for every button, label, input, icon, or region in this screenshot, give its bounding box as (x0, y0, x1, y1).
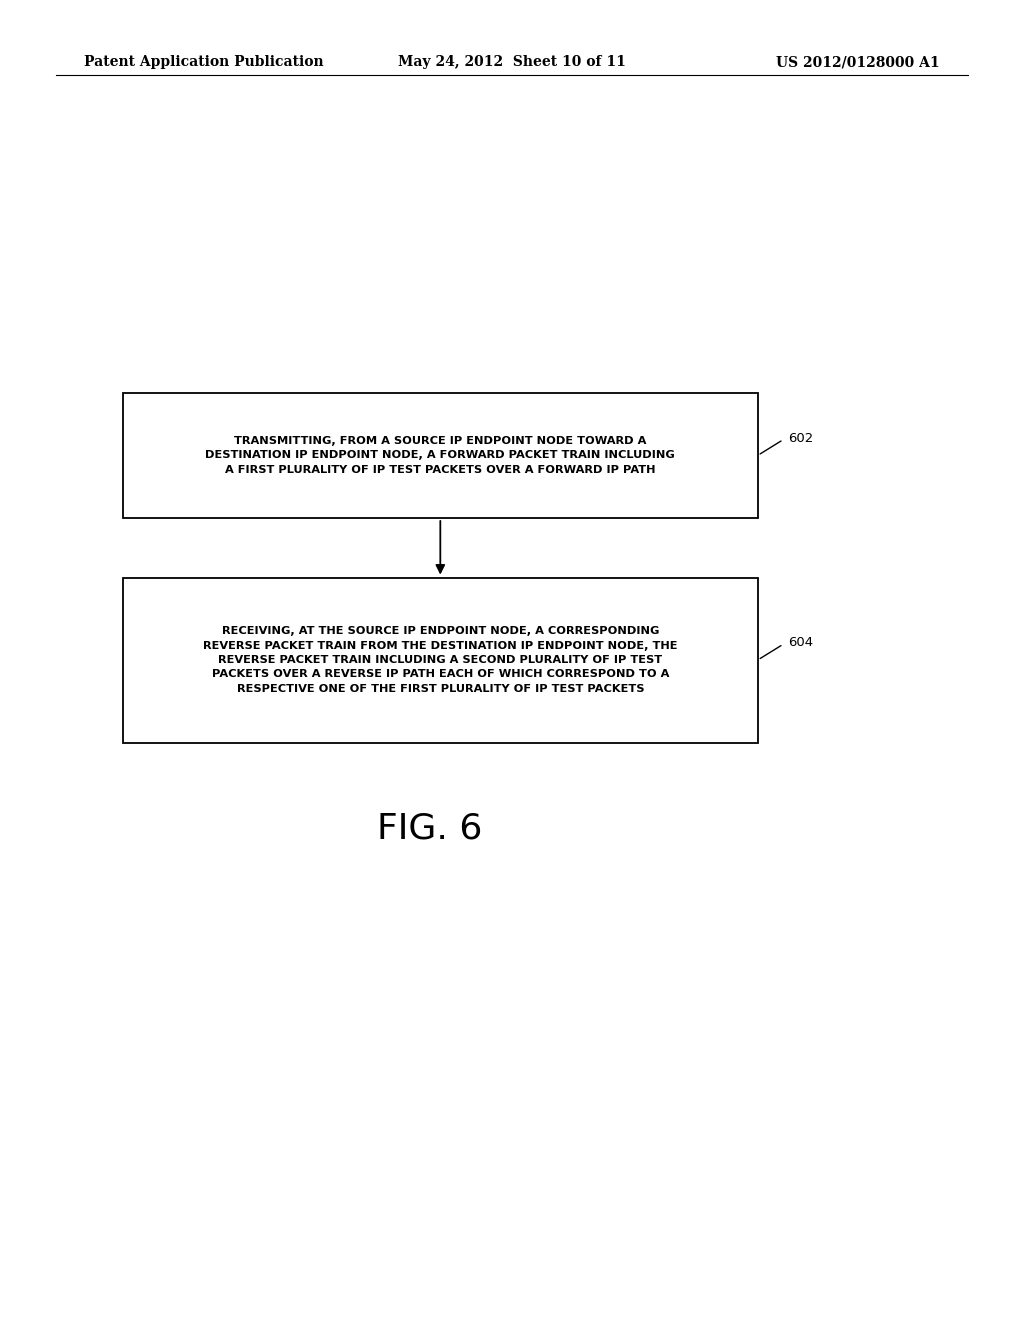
Text: US 2012/0128000 A1: US 2012/0128000 A1 (776, 55, 940, 69)
Text: May 24, 2012  Sheet 10 of 11: May 24, 2012 Sheet 10 of 11 (398, 55, 626, 69)
Text: 604: 604 (788, 636, 814, 649)
FancyBboxPatch shape (123, 393, 758, 517)
FancyBboxPatch shape (123, 578, 758, 742)
Text: Patent Application Publication: Patent Application Publication (84, 55, 324, 69)
Text: FIG. 6: FIG. 6 (378, 812, 482, 845)
Text: 602: 602 (788, 432, 814, 445)
Text: TRANSMITTING, FROM A SOURCE IP ENDPOINT NODE TOWARD A
DESTINATION IP ENDPOINT NO: TRANSMITTING, FROM A SOURCE IP ENDPOINT … (206, 436, 675, 475)
Text: RECEIVING, AT THE SOURCE IP ENDPOINT NODE, A CORRESPONDING
REVERSE PACKET TRAIN : RECEIVING, AT THE SOURCE IP ENDPOINT NOD… (203, 626, 678, 694)
